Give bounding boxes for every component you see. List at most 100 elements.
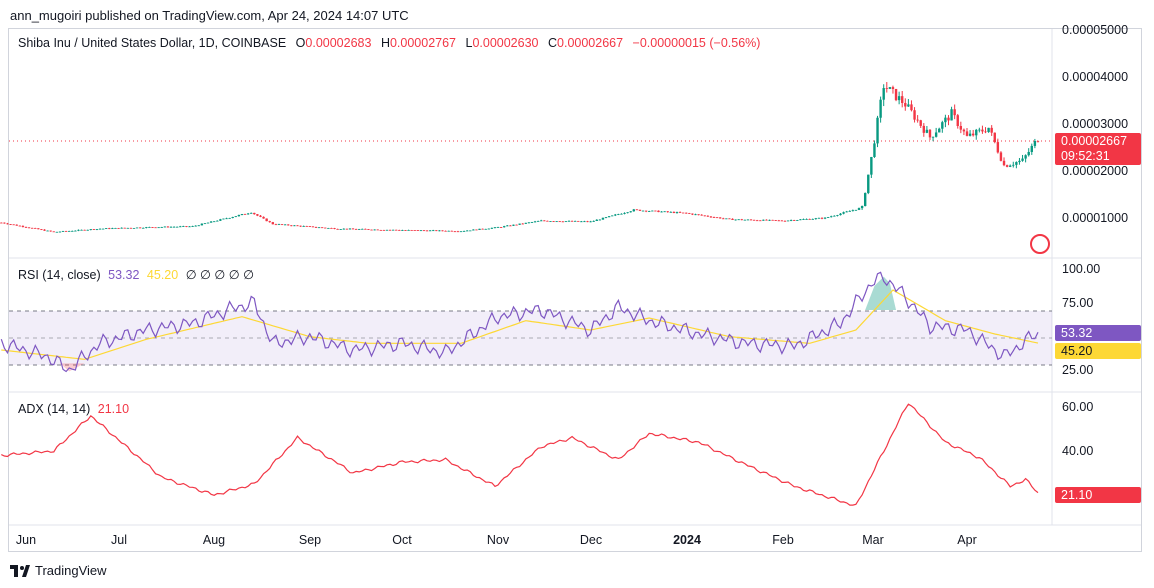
candle-body	[493, 227, 497, 229]
change-value: −0.00000015 (−0.56%)	[632, 36, 761, 50]
candle-body	[86, 229, 89, 231]
candle-body	[169, 226, 173, 228]
candle-body	[361, 228, 364, 230]
candle-body	[876, 117, 879, 144]
candle-body	[407, 230, 410, 231]
candle-body	[265, 218, 268, 222]
candle-body	[120, 227, 123, 229]
rsi-legend[interactable]: RSI (14, close) 53.32 45.20 ∅ ∅ ∅ ∅ ∅	[18, 267, 254, 282]
candle-body	[737, 219, 740, 221]
candle-body	[546, 220, 549, 222]
candle-body	[928, 129, 932, 138]
candle-body	[641, 210, 645, 212]
candle-body	[98, 228, 102, 230]
candle-body	[18, 225, 22, 227]
candle-body	[518, 223, 521, 225]
candle-body	[873, 143, 876, 158]
rsi-legend-value: 53.32	[108, 268, 140, 282]
candle-body	[40, 229, 43, 231]
candle-body	[718, 217, 722, 219]
candle-body	[441, 230, 444, 232]
rsi-axis-label: 100.00	[1062, 262, 1101, 276]
candle-body	[999, 152, 1003, 161]
candle-body	[311, 226, 315, 228]
candle-body	[129, 227, 133, 229]
candle-body	[725, 218, 728, 220]
us-flag-icon[interactable]	[1030, 234, 1050, 254]
candle-body	[484, 228, 487, 230]
candle-body	[370, 229, 373, 231]
candle-body	[666, 211, 669, 213]
candle-body	[175, 226, 179, 228]
candle-body	[564, 221, 568, 223]
candle-body	[580, 221, 583, 223]
candle-body	[475, 229, 478, 231]
candle-body	[823, 217, 827, 219]
time-axis-label: Mar	[862, 533, 884, 547]
candle-body	[934, 132, 938, 137]
candle-body	[919, 120, 922, 126]
candle-body	[30, 227, 34, 229]
candle-body	[749, 219, 753, 221]
candle-body	[555, 221, 558, 223]
candle-body	[21, 225, 25, 227]
candle-body	[811, 219, 814, 220]
candle-body	[904, 102, 907, 107]
brand-name: TradingView	[35, 563, 107, 578]
candle-body	[64, 231, 68, 232]
candle-body	[740, 219, 743, 221]
candle-body	[756, 220, 759, 222]
candle-body	[9, 224, 12, 225]
candle-body	[185, 226, 188, 227]
candle-body	[101, 228, 105, 230]
candle-body	[765, 219, 768, 221]
candle-body	[595, 219, 598, 221]
candle-body	[672, 211, 676, 213]
candle-body	[805, 219, 808, 220]
candle-body	[413, 230, 416, 231]
candle-body	[635, 209, 639, 211]
candle-body	[123, 227, 126, 229]
candle-body	[151, 227, 154, 228]
adx-legend[interactable]: ADX (14, 14) 21.10	[18, 402, 129, 416]
candle-body	[842, 212, 845, 214]
low-label: L	[465, 36, 473, 50]
adx-axis-label: 60.00	[1062, 400, 1094, 414]
candle-body	[391, 229, 395, 231]
high-value: 0.00002767	[389, 36, 457, 50]
candlestick-series	[0, 82, 1040, 233]
candle-body	[552, 221, 555, 223]
candle-body	[126, 227, 130, 229]
candle-body	[456, 231, 460, 233]
candle-body	[95, 229, 99, 230]
candle-body	[987, 127, 990, 133]
candle-body	[296, 225, 299, 227]
candle-body	[333, 228, 336, 229]
tradingview-brand[interactable]: TradingView	[10, 563, 107, 578]
candle-body	[308, 226, 312, 227]
candle-body	[604, 217, 608, 218]
candle-body	[89, 229, 92, 231]
candle-body	[293, 225, 296, 227]
candle-body	[734, 219, 737, 221]
candle-body	[71, 230, 74, 232]
close-label: C	[547, 36, 558, 50]
candle-body	[620, 213, 623, 215]
time-axis-label: Oct	[392, 533, 412, 547]
candle-body	[712, 217, 716, 219]
candle-body	[280, 224, 284, 226]
candle-body	[959, 126, 963, 130]
candle-body	[108, 228, 111, 230]
candle-body	[786, 220, 790, 222]
rsi-oversold-fill	[59, 363, 85, 372]
candle-body	[1027, 151, 1030, 156]
candle-body	[302, 226, 305, 227]
candle-body	[777, 220, 780, 222]
adx-title: ADX (14, 14)	[18, 402, 91, 416]
price-axis-label: 0.00004000	[1062, 70, 1129, 84]
candle-body	[15, 224, 18, 226]
main-legend[interactable]: Shiba Inu / United States Dollar, 1D, CO…	[18, 36, 760, 50]
candle-body	[142, 227, 145, 229]
candle-body	[830, 216, 833, 218]
